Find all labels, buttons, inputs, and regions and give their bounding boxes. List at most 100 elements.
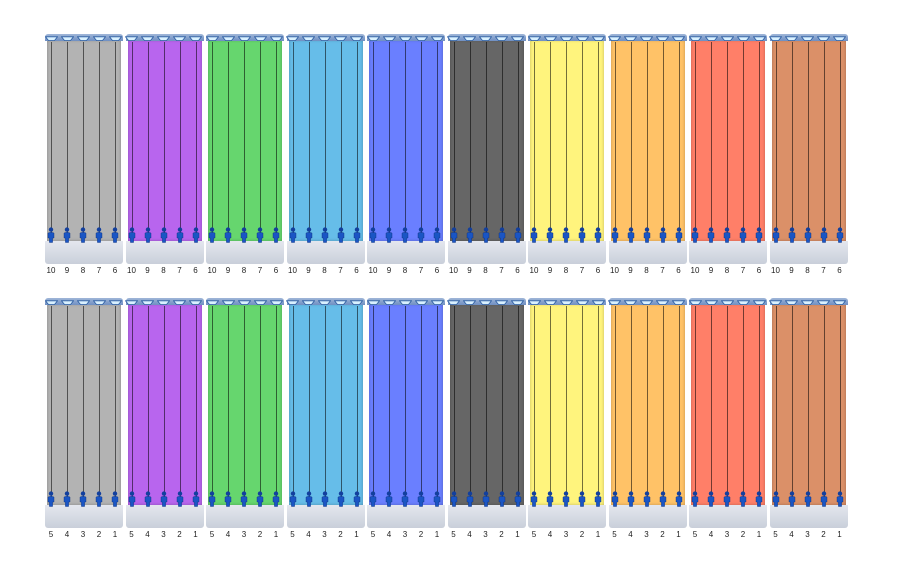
lane-number: 4 (628, 530, 633, 539)
swimmer-icon (482, 491, 489, 507)
lane-number: 5 (209, 530, 215, 539)
swimmer-icon (353, 491, 360, 507)
pool-ladder-icon (720, 300, 734, 305)
lane-number: 6 (595, 266, 601, 275)
swimmer-icon (385, 227, 393, 243)
lane-divider (308, 306, 310, 504)
lane-divider (727, 42, 728, 240)
pool-ladder-icon (398, 300, 412, 305)
lane-panel-water (47, 304, 121, 505)
lane-panel-footer (447, 505, 526, 528)
swimmer-icon (160, 227, 167, 243)
lane-number: 10 (207, 266, 217, 275)
swimmer-icon (240, 227, 248, 243)
lane-panel-water (530, 304, 604, 505)
pool-ladder-icon (92, 36, 106, 41)
pool-ladder-icon (108, 300, 122, 305)
lane-number: 2 (821, 530, 826, 539)
swimmer-icon (208, 227, 216, 243)
lane-divider (212, 42, 213, 240)
pool-ladder-icon (575, 36, 589, 41)
lane-divider (534, 306, 535, 504)
pool-ladder-icon (495, 300, 508, 305)
pool-ladder-icon (414, 36, 428, 41)
pool-ladder-icon (430, 36, 444, 41)
lane-panel: 5 4 3 2 1 (688, 298, 767, 539)
lane-panel: 5 4 3 2 1 (366, 298, 445, 539)
pool-ladder-icon (189, 300, 202, 305)
lane-divider (179, 42, 181, 240)
pool-ladder-icon (447, 300, 460, 305)
lane-divider (115, 306, 116, 504)
lane-number: 4 (789, 530, 794, 539)
pool-ladder-icon (318, 36, 331, 41)
lane-panel: 10 9 8 7 6 (688, 34, 767, 275)
pool-ladder-icon (785, 300, 798, 305)
lane-panel-footer (286, 505, 365, 528)
lane-panel-water (208, 304, 282, 505)
lane-divider (759, 306, 760, 504)
lane-number: 5 (773, 530, 778, 539)
lane-number: 10 (529, 266, 539, 275)
lane-divider (67, 306, 68, 504)
swimmer-icon (546, 227, 554, 243)
lane-divider (775, 306, 777, 504)
pool-ladder-icon (237, 36, 251, 41)
lane-number: 8 (161, 266, 166, 275)
lane-divider (260, 306, 261, 504)
lane-divider (228, 42, 229, 240)
lane-number: 10 (288, 266, 297, 275)
lane-panel: 10 9 8 7 6 (205, 34, 284, 275)
lane-number: 5 (451, 530, 456, 539)
swimmer-icon (47, 227, 55, 243)
swimmer-icon (739, 491, 747, 507)
lane-divider (711, 42, 712, 240)
lane-number: 5 (531, 530, 537, 539)
swimmer-icon (144, 227, 151, 243)
pool-ladder-icon (366, 300, 380, 305)
lane-divider (179, 306, 181, 504)
lane-number: 1 (595, 530, 601, 539)
lane-number: 7 (177, 266, 182, 275)
lane-number: 10 (610, 266, 619, 275)
swimmer-icon (514, 491, 521, 507)
swimmer-icon (643, 227, 650, 243)
lane-divider (405, 42, 406, 240)
lane-panel-footer (286, 241, 365, 264)
pool-ladder-icon (125, 36, 138, 41)
lane-number: 6 (676, 266, 681, 275)
pool-ladder-icon (543, 300, 557, 305)
pool-ladder-icon (769, 300, 782, 305)
swimmer-icon (562, 491, 570, 507)
lane-divider (67, 42, 68, 240)
lane-panel-footer (608, 505, 687, 528)
lane-divider (614, 306, 616, 504)
swimmer-icon (450, 227, 457, 243)
lane-number: 3 (161, 530, 166, 539)
pool-ladder-icon (817, 36, 830, 41)
lane-number: 9 (225, 266, 231, 275)
swimmer-icon (578, 491, 586, 507)
swimmer-icon (47, 491, 55, 507)
lane-number: 7 (257, 266, 263, 275)
pool-ladder-icon (366, 36, 380, 41)
lane-divider (582, 42, 583, 240)
lane-number: 7 (740, 266, 746, 275)
pool-ladder-icon (60, 36, 74, 41)
swimmer-icon (755, 227, 763, 243)
pool-ladder-icon (141, 36, 154, 41)
pool-ladder-icon (608, 300, 621, 305)
pool-ladder-icon (463, 36, 476, 41)
pool-ladder-icon (624, 36, 637, 41)
lane-divider (485, 306, 487, 504)
lane-number: 10 (127, 266, 136, 275)
swimmer-icon (627, 227, 634, 243)
swimmer-icon (788, 491, 795, 507)
pool-ladder-icon (479, 36, 492, 41)
lane-number: 1 (837, 530, 842, 539)
lane-divider (115, 42, 116, 240)
swimmer-icon (723, 491, 731, 507)
lane-divider (791, 306, 793, 504)
swimmer-icon (466, 227, 473, 243)
lane-divider (469, 42, 471, 240)
